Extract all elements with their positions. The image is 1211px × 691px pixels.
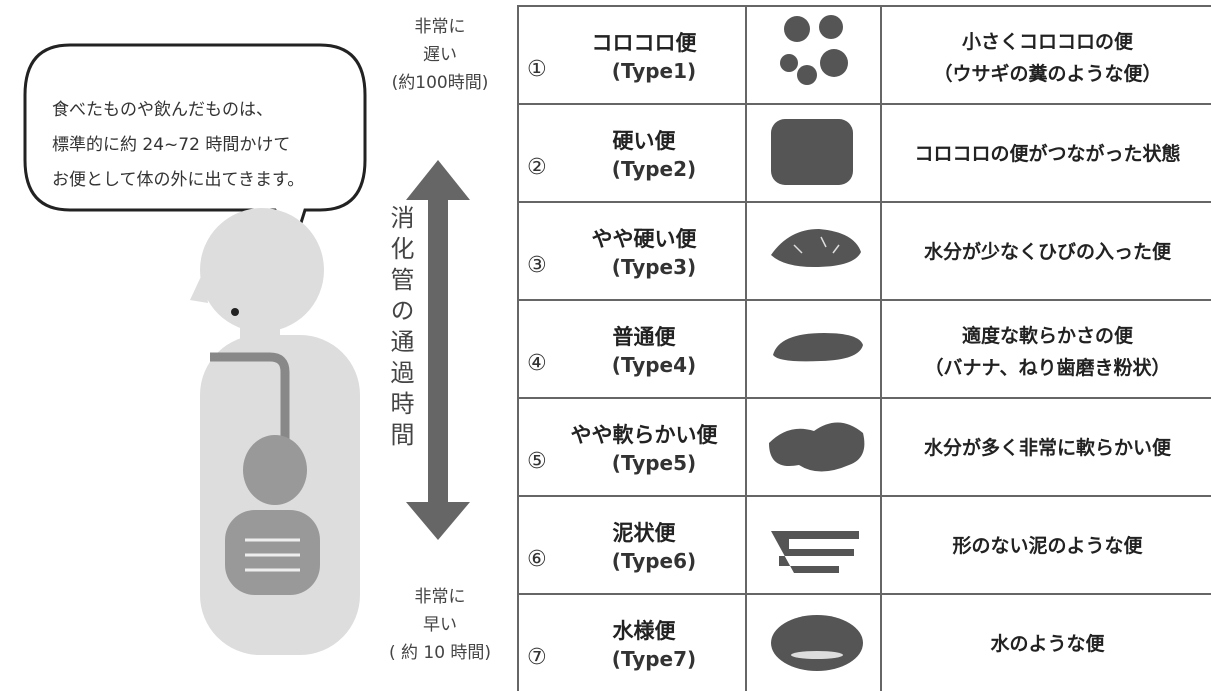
row-number: ⑦ (527, 645, 547, 670)
shape-cell (745, 301, 880, 397)
stool-type: (Type7) (611, 647, 697, 671)
description: 小さくコロコロの便 (961, 31, 1133, 53)
stool-name: 水様便 (612, 619, 676, 643)
table-row: ⑤ やや軟らかい便 (Type5) 水分が多く非常に軟らかい便 (517, 397, 1211, 495)
stool-type: (Type5) (611, 451, 697, 475)
row-number: ② (527, 155, 547, 180)
name-cell: ⑥ 泥状便 (Type6) (517, 497, 745, 593)
shape-cell (745, 497, 880, 593)
stool-type: (Type2) (611, 157, 697, 181)
description: 適度な軟らかさの便 (961, 325, 1133, 347)
description-cell: 小さくコロコロの便 （ウサギの糞のような便） (880, 7, 1211, 103)
table-row: ③ やや硬い便 (Type3) 水分が少なくひびの入った便 (517, 201, 1211, 299)
name-cell: ① コロコロ便 (Type1) (517, 7, 745, 103)
slow-label: (約100時間) (391, 73, 489, 93)
slow-label: 非常に (414, 17, 466, 37)
stool-type: (Type4) (611, 353, 697, 377)
stool-shape (771, 229, 861, 267)
stool-name: コロコロ便 (591, 31, 697, 55)
description: （バナナ、ねり歯磨き粉状） (924, 357, 1171, 379)
description: 形のない泥のような便 (952, 535, 1143, 557)
stool-name: やや硬い便 (591, 227, 697, 251)
shape-cell (745, 595, 880, 691)
bubble-text: お便として体の外に出てきます。 (52, 170, 305, 190)
arrow (406, 160, 470, 540)
description: 水分が多く非常に軟らかい便 (923, 437, 1171, 459)
fast-label: ( 約 10 時間) (388, 643, 492, 663)
row-number: ⑥ (527, 547, 547, 572)
stool-type: (Type3) (611, 255, 697, 279)
stool-shape (771, 119, 853, 185)
table-row: ④ 普通便 (Type4) 適度な軟らかさの便 （バナナ、ねり歯磨き粉状） (517, 299, 1211, 397)
fast-label: 早い (423, 615, 457, 635)
table-row: ② 硬い便 (Type2) コロコロの便がつながった状態 (517, 103, 1211, 201)
table-row: ① コロコロ便 (Type1) 小さくコロコロの便 （ウサギの糞のような便） (517, 5, 1211, 103)
stool-shape (771, 615, 863, 671)
description-cell: 水のような便 (880, 595, 1211, 691)
transit-time-label: 消化管の通過時間 (386, 205, 414, 453)
name-cell: ⑤ やや軟らかい便 (Type5) (517, 399, 745, 495)
stool-shape (780, 15, 848, 85)
stool-name: やや軟らかい便 (570, 423, 718, 447)
shape-cell (745, 105, 880, 201)
table-row: ⑦ 水様便 (Type7) 水のような便 (517, 593, 1211, 691)
description-cell: コロコロの便がつながった状態 (880, 105, 1211, 201)
name-cell: ④ 普通便 (Type4) (517, 301, 745, 397)
description-cell: 形のない泥のような便 (880, 497, 1211, 593)
description: （ウサギの糞のような便） (933, 63, 1162, 85)
name-cell: ② 硬い便 (Type2) (517, 105, 745, 201)
description: 水のような便 (990, 633, 1105, 655)
stool-type: (Type1) (611, 59, 697, 83)
description: コロコロの便がつながった状態 (914, 143, 1181, 165)
stool-name: 硬い便 (612, 129, 676, 153)
name-cell: ⑦ 水様便 (Type7) (517, 595, 745, 691)
shape-cell (745, 203, 880, 299)
description: 水分が少なくひびの入った便 (923, 241, 1171, 263)
row-number: ③ (527, 253, 547, 278)
row-number: ① (527, 57, 547, 82)
stool-shape (773, 333, 863, 362)
shape-cell (745, 7, 880, 103)
row-number: ④ (527, 351, 547, 376)
name-cell: ③ やや硬い便 (Type3) (517, 203, 745, 299)
row-number: ⑤ (527, 449, 547, 474)
stool-type: (Type6) (611, 549, 697, 573)
bubble-text: 食べたものや飲んだものは、 (52, 100, 273, 120)
stool-shape (769, 422, 865, 472)
description-cell: 水分が少なくひびの入った便 (880, 203, 1211, 299)
slow-label: 遅い (423, 45, 457, 65)
table-row: ⑥ 泥状便 (Type6) 形のない泥のような便 (517, 495, 1211, 593)
description-cell: 水分が多く非常に軟らかい便 (880, 399, 1211, 495)
fast-label: 非常に (414, 587, 466, 607)
stool-name: 泥状便 (612, 521, 676, 545)
stool-name: 普通便 (612, 325, 676, 349)
person (190, 208, 360, 655)
stool-shape (771, 531, 859, 573)
description-cell: 適度な軟らかさの便 （バナナ、ねり歯磨き粉状） (880, 301, 1211, 397)
shape-cell (745, 399, 880, 495)
bubble-text: 標準的に約 24~72 時間かけて (52, 135, 291, 155)
